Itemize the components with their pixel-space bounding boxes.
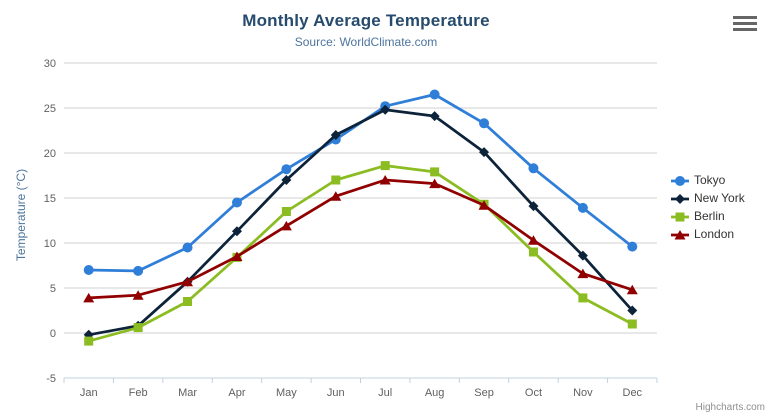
export-menu-button[interactable] [733, 16, 757, 31]
data-point-london[interactable] [83, 292, 95, 303]
series-line-new-york[interactable] [87, 108, 634, 337]
chart-title: Monthly Average Temperature [242, 11, 490, 30]
chart-subtitle: Source: WorldClimate.com [294, 35, 438, 49]
y-axis-tick-label: 15 [44, 193, 56, 205]
x-axis-tick-label: Jul [378, 387, 392, 399]
legend-marker-shape [674, 229, 686, 239]
data-point-berlin[interactable] [380, 161, 390, 171]
data-point-london[interactable] [429, 178, 441, 189]
legend-item-new-york[interactable]: New York [671, 192, 745, 205]
data-point-berlin[interactable] [331, 175, 341, 185]
data-point-tokyo[interactable] [577, 202, 588, 213]
legend-label: Berlin [694, 209, 725, 223]
data-point-berlin[interactable] [430, 167, 440, 177]
data-point-tokyo[interactable] [182, 242, 193, 253]
data-point-london[interactable] [330, 191, 342, 201]
x-axis-tick-label: Dec [623, 387, 643, 399]
legend-label: New York [694, 191, 745, 205]
x-axis-tick-label: Jun [327, 387, 345, 399]
data-point-tokyo[interactable] [83, 265, 94, 275]
legend-marker-triangle-icon [671, 229, 689, 239]
y-axis-tick-label: 0 [50, 328, 56, 340]
data-point-london[interactable] [182, 276, 194, 287]
legend-label: London [694, 227, 735, 241]
data-point-new-york[interactable] [380, 104, 391, 115]
data-point-tokyo[interactable] [133, 265, 144, 276]
data-point-tokyo[interactable] [281, 164, 292, 175]
y-axis-tick-label: 25 [44, 103, 56, 115]
x-axis-tick-label: Apr [228, 387, 245, 399]
y-axis-tick-label: -5 [46, 373, 56, 385]
x-axis-tick-label: Oct [525, 387, 542, 399]
legend-marker-diamond-icon [671, 193, 689, 204]
data-point-london[interactable] [379, 175, 391, 185]
data-point-berlin[interactable] [528, 247, 538, 257]
y-axis-tick-label: 10 [44, 238, 56, 250]
data-point-london[interactable] [231, 251, 243, 262]
data-point-new-york[interactable] [330, 130, 341, 140]
y-axis-tick-label: 30 [44, 58, 56, 70]
data-point-london[interactable] [626, 284, 638, 295]
series-london [83, 175, 638, 303]
data-point-new-york[interactable] [577, 250, 588, 261]
data-point-new-york[interactable] [231, 226, 242, 237]
x-axis-tick-label: Mar [178, 387, 197, 399]
x-axis-tick-label: Nov [573, 387, 593, 399]
x-axis-tick-label: Feb [129, 387, 148, 399]
legend-marker-shape [675, 175, 685, 186]
series-berlin [84, 161, 637, 346]
data-point-tokyo[interactable] [479, 118, 490, 129]
series-line-london[interactable] [87, 178, 634, 300]
data-point-berlin[interactable] [281, 207, 291, 216]
credits-link[interactable]: Highcharts.com [695, 402, 765, 413]
chart-legend: Tokyo New York Berlin London [671, 174, 745, 241]
legend-marker-circle-icon [671, 175, 689, 186]
hamburger-menu-icon [733, 22, 757, 25]
legend-marker-square-icon [671, 212, 689, 221]
data-point-tokyo[interactable] [429, 89, 440, 100]
data-point-tokyo[interactable] [627, 241, 638, 252]
x-axis-tick-label: Aug [425, 387, 445, 399]
data-point-london[interactable] [527, 235, 539, 245]
data-point-london[interactable] [280, 220, 292, 231]
data-point-london[interactable] [132, 290, 144, 300]
y-axis-title: Temperature (°C) [14, 169, 28, 261]
y-axis-tick-label: 20 [44, 148, 56, 160]
data-point-tokyo[interactable] [528, 163, 539, 174]
x-axis-tick-label: Sep [474, 387, 494, 399]
data-point-london[interactable] [478, 200, 490, 210]
x-axis-tick-label: May [276, 387, 297, 399]
data-point-new-york[interactable] [281, 175, 292, 185]
hamburger-menu-icon [733, 28, 757, 31]
legend-item-london[interactable]: London [671, 228, 745, 241]
data-point-berlin[interactable] [84, 336, 94, 346]
legend-item-berlin[interactable]: Berlin [671, 210, 745, 223]
data-point-london[interactable] [577, 268, 589, 279]
data-point-berlin[interactable] [627, 319, 637, 329]
series-tokyo [83, 89, 638, 276]
legend-label: Tokyo [694, 173, 726, 187]
hamburger-menu-icon [733, 16, 757, 19]
data-point-berlin[interactable] [133, 323, 143, 333]
series-new-york [83, 104, 638, 340]
x-axis-tick-label: Jan [80, 387, 98, 399]
data-point-new-york[interactable] [429, 111, 440, 122]
data-point-berlin[interactable] [183, 297, 193, 306]
legend-marker-shape [675, 193, 685, 204]
legend-item-tokyo[interactable]: Tokyo [671, 174, 745, 187]
data-point-berlin[interactable] [578, 293, 588, 303]
data-point-new-york[interactable] [627, 305, 638, 316]
data-point-tokyo[interactable] [231, 197, 242, 208]
series-line-berlin[interactable] [87, 164, 634, 343]
data-point-new-york[interactable] [528, 201, 539, 212]
data-point-new-york[interactable] [479, 147, 490, 158]
legend-marker-shape [675, 212, 685, 221]
y-axis-tick-label: 5 [50, 283, 56, 295]
